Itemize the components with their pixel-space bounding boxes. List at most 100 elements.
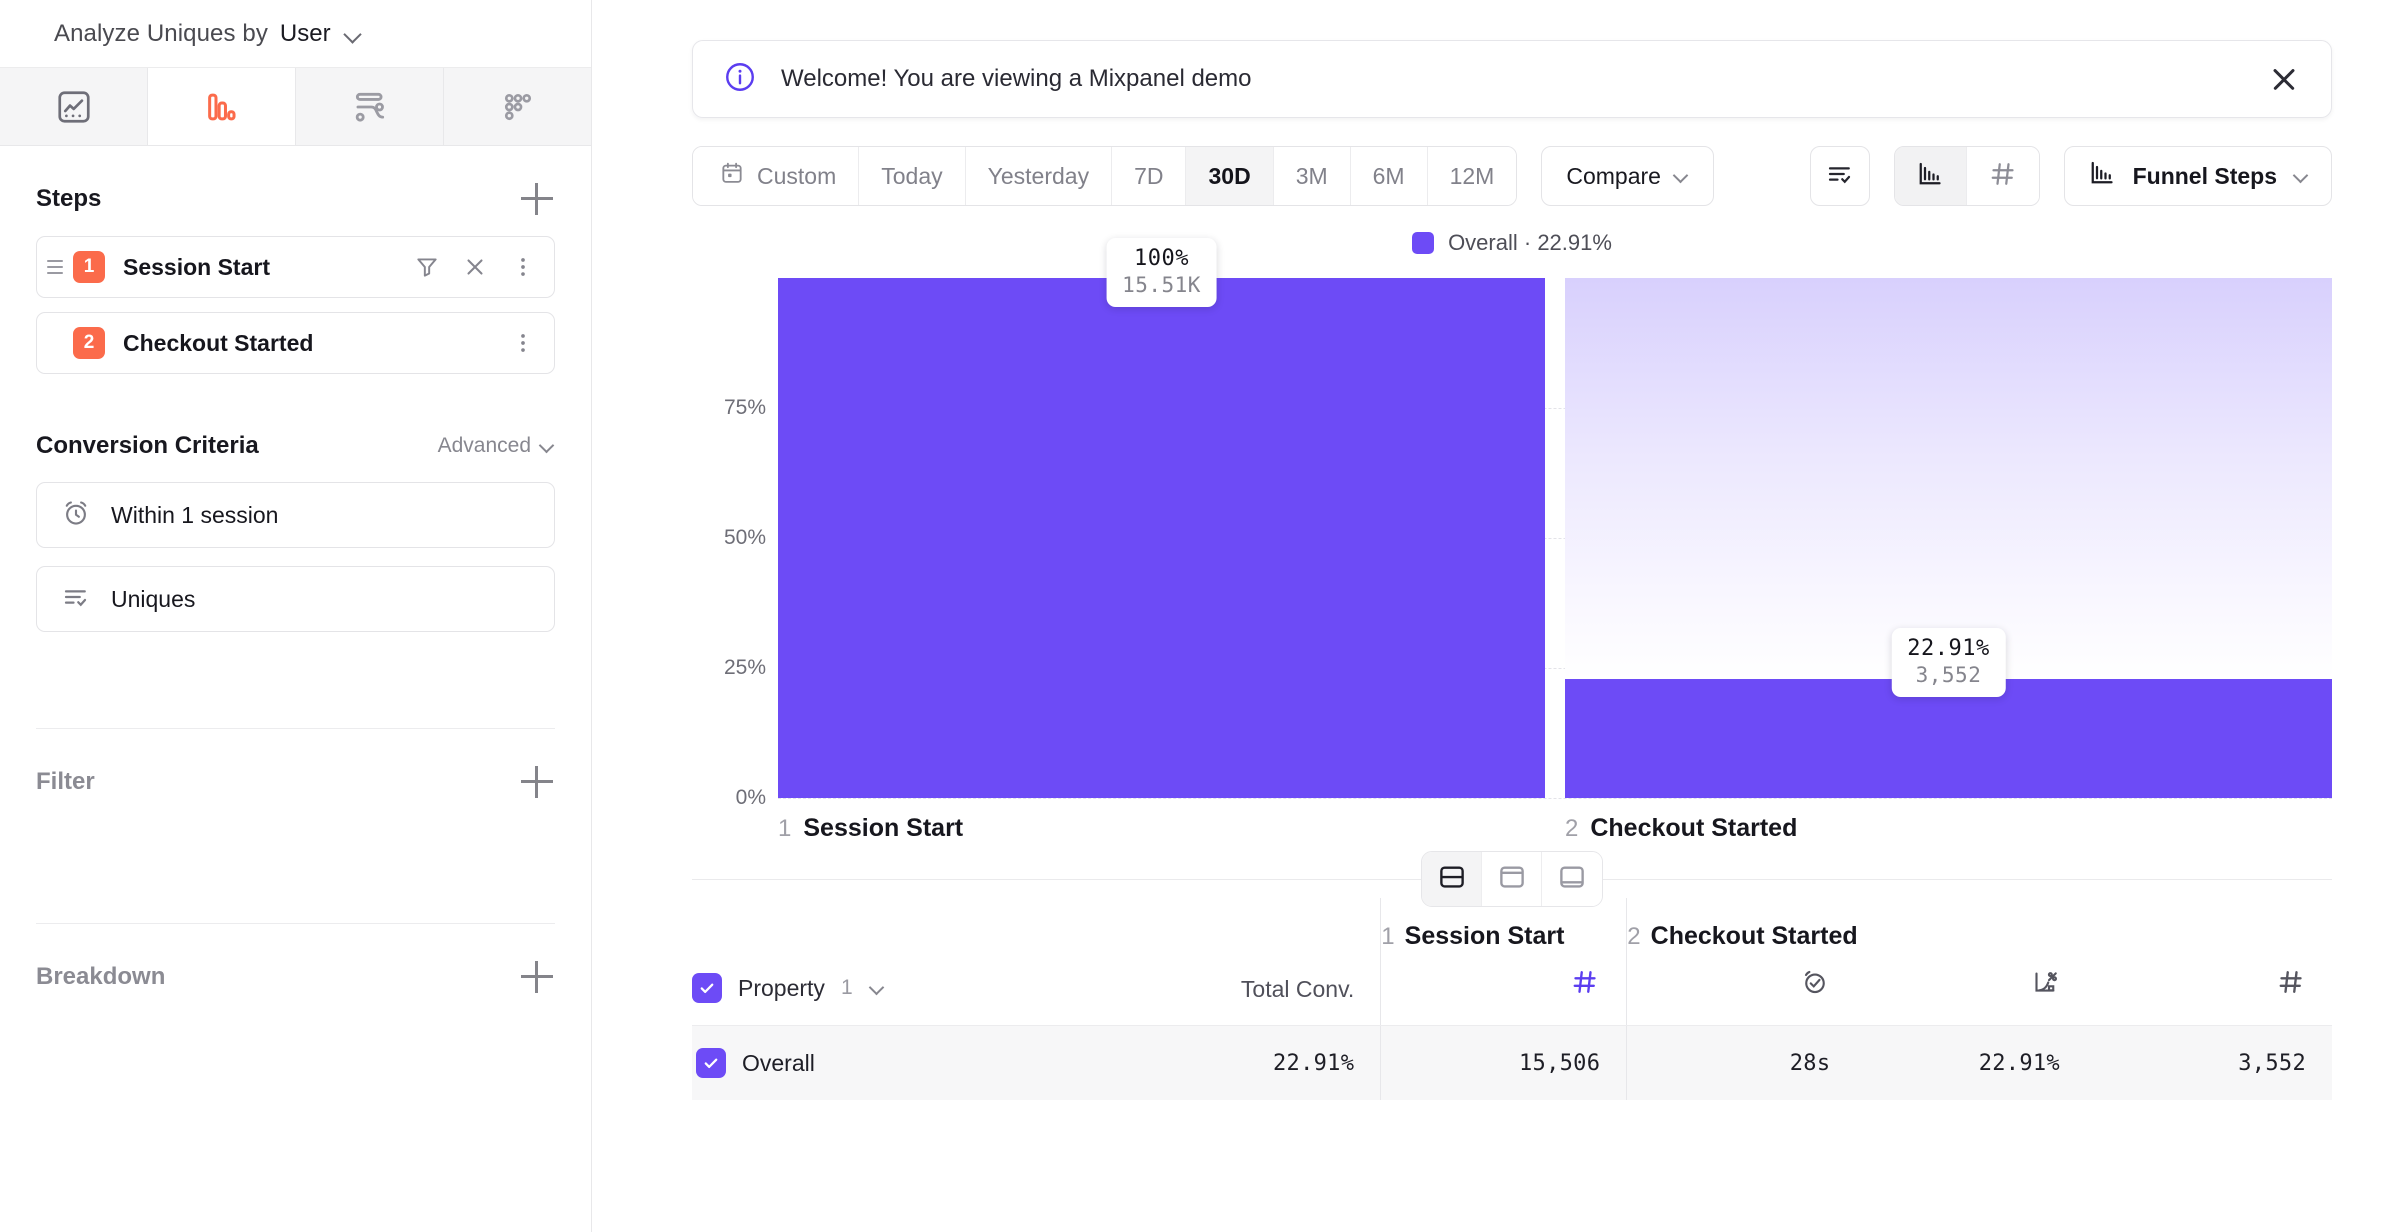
sidebar-divider — [36, 923, 555, 924]
criteria-row-within-session[interactable]: Within 1 session — [36, 482, 555, 548]
conversion-criteria-section: Conversion Criteria Advanced Within 1 se… — [0, 388, 591, 650]
bar-tooltip-count: 3,552 — [1915, 662, 1982, 687]
advanced-toggle[interactable]: Advanced — [438, 434, 555, 458]
tab-insights[interactable] — [0, 68, 148, 145]
funnel-data-table: 1 Session Start 2 Checkout Started Propert… — [692, 898, 2332, 1100]
group-header-step-1: 1 Session Start — [1380, 898, 1627, 957]
bar-tooltip-step-1: 100% 15.51K — [1106, 238, 1217, 307]
analyze-prefix-label: Analyze Uniques by — [54, 19, 268, 47]
bar-column-step-1[interactable]: 100% 15.51K — [778, 238, 1545, 798]
group-header-label: Checkout Started — [1650, 922, 1858, 950]
x-axis-labels: 1 Session Start 2 Checkout Started — [778, 814, 2332, 843]
select-all-checkbox[interactable] — [692, 973, 722, 1003]
bar-tooltip-percent: 100% — [1134, 246, 1189, 271]
breakdown-section: Breakdown — [0, 924, 591, 1014]
step-event-name[interactable]: Checkout Started — [123, 329, 314, 356]
date-range-3m[interactable]: 3M — [1273, 147, 1351, 205]
x-label-name: Session Start — [803, 814, 964, 842]
drag-handle-icon[interactable] — [47, 260, 69, 274]
chevron-down-icon[interactable] — [343, 24, 363, 44]
bar-tooltip-count: 15.51K — [1122, 273, 1201, 297]
date-range-yesterday[interactable]: Yesterday — [965, 147, 1113, 205]
y-tick-50: 50% — [723, 526, 766, 549]
filter-title: Filter — [36, 768, 95, 795]
list-check-icon — [61, 582, 91, 617]
row-total-conv: 22.91% — [1118, 1025, 1381, 1100]
column-header-step1-count[interactable] — [1380, 957, 1627, 1026]
hash-icon — [1988, 159, 2018, 194]
date-range-7d[interactable]: 7D — [1112, 147, 1187, 205]
x-label-step-1: 1 Session Start — [778, 814, 1545, 843]
row-step2-count: 3,552 — [2085, 1025, 2332, 1100]
sidebar-spacer — [0, 650, 591, 702]
step-row-2[interactable]: 2 Checkout Started — [36, 312, 555, 374]
column-header-property: Property 1 — [692, 957, 1119, 1026]
legend-label: Overall · 22.91% — [1448, 230, 1612, 255]
gridline-25 — [778, 668, 2332, 669]
close-icon[interactable] — [460, 252, 490, 282]
panel-divider — [692, 851, 2332, 907]
sidebar-spacer — [0, 819, 591, 897]
table-row[interactable]: Overall 22.91% 15,506 28s 22.91% 3,552 — [692, 1025, 2332, 1100]
row-checkbox[interactable] — [696, 1048, 726, 1078]
date-range-12m[interactable]: 12M — [1427, 147, 1517, 205]
split-horizontal-layout-button[interactable] — [1422, 852, 1482, 906]
bar-solid-step-1[interactable] — [778, 278, 1545, 798]
view-mode-bar-chart[interactable] — [1894, 147, 1967, 205]
bar-column-step-2[interactable]: 22.91% 3,552 — [1565, 278, 2332, 798]
compare-button[interactable]: Compare — [1541, 146, 1714, 206]
column-header-step2-count[interactable] — [2085, 957, 2332, 1026]
date-range-selector: Custom Today Yesterday 7D 30D 3M 6M 12M — [692, 146, 1518, 206]
column-header-step2-rate[interactable] — [1856, 957, 2086, 1026]
tab-retention[interactable] — [444, 68, 591, 145]
chart-only-layout-button[interactable] — [1482, 852, 1542, 906]
x-label-number: 2 — [1565, 815, 1579, 842]
chevron-down-icon — [539, 438, 555, 454]
split-horizontal-layout-icon — [1437, 862, 1467, 897]
banner-close-icon[interactable] — [2267, 62, 2301, 96]
chevron-down-icon[interactable] — [869, 980, 885, 996]
bar-tooltip-step-2: 22.91% 3,552 — [1891, 627, 2006, 697]
date-range-today[interactable]: Today — [859, 147, 966, 205]
report-type-tabs — [0, 68, 591, 146]
add-filter-button[interactable] — [519, 764, 555, 800]
tab-flows[interactable] — [296, 68, 444, 145]
clock-check-icon — [1800, 967, 1856, 997]
date-range-6m[interactable]: 6M — [1350, 147, 1428, 205]
more-vertical-icon[interactable] — [508, 328, 538, 358]
group-header-blank-2 — [1118, 898, 1380, 957]
chart-toolbar: Custom Today Yesterday 7D 30D 3M 6M 12M … — [592, 118, 2388, 206]
table-only-layout-button[interactable] — [1542, 852, 1602, 906]
gridline-75 — [778, 408, 2332, 409]
sort-options-button[interactable] — [1809, 146, 1870, 206]
bar-solid-step-2[interactable] — [1565, 678, 2332, 798]
legend-color-swatch — [1412, 232, 1435, 254]
add-step-button[interactable] — [519, 181, 555, 217]
date-range-custom-label: Custom — [757, 162, 837, 189]
criteria-row-uniques[interactable]: Uniques — [36, 566, 555, 632]
add-breakdown-button[interactable] — [519, 959, 555, 995]
table-only-layout-icon — [1557, 862, 1587, 897]
more-vertical-icon[interactable] — [508, 252, 538, 282]
date-range-30d[interactable]: 30D — [1186, 147, 1274, 205]
hash-icon — [1570, 967, 1626, 997]
date-range-custom[interactable]: Custom — [693, 147, 860, 205]
steps-title: Steps — [36, 185, 102, 212]
column-header-step2-time[interactable] — [1626, 957, 1857, 1026]
tab-funnels[interactable] — [148, 68, 296, 145]
calendar-icon — [719, 160, 745, 192]
advanced-label: Advanced — [437, 434, 531, 457]
analyze-unit-value[interactable]: User — [279, 19, 331, 47]
funnel-table: 1 Session Start 2 Checkout Started Propert… — [592, 898, 2388, 1100]
sidebar-divider — [36, 728, 555, 729]
column-header-total-conv[interactable]: Total Conv. — [1118, 957, 1381, 1026]
filter-icon[interactable] — [412, 252, 442, 282]
step-row-1[interactable]: 1 Session Start — [36, 236, 555, 298]
row-label: Overall — [742, 1049, 815, 1076]
step-number-badge: 1 — [73, 251, 105, 283]
step-event-name[interactable]: Session Start — [123, 253, 270, 280]
funnel-steps-dropdown[interactable]: Funnel Steps — [2063, 146, 2332, 206]
view-mode-numbers[interactable] — [1966, 147, 2039, 205]
row-label-cell: Overall — [692, 1025, 1119, 1100]
